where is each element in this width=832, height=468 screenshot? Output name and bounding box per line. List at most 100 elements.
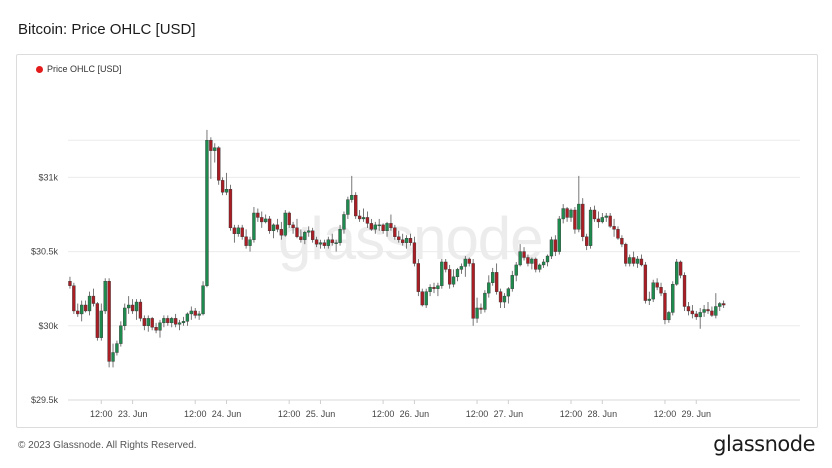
candle-body: [138, 301, 143, 319]
candle-body: [404, 238, 409, 243]
candle-body: [256, 212, 260, 218]
candle-up: [506, 287, 511, 304]
candle-up: [651, 279, 655, 303]
x-tick-label: 12:00: [90, 409, 113, 419]
candle-body: [702, 309, 706, 313]
candle-body: [694, 313, 698, 318]
candle-body: [565, 208, 569, 218]
candle-up: [557, 215, 561, 255]
candle-body: [314, 239, 319, 245]
candle-body: [428, 287, 432, 292]
candle-body: [538, 264, 542, 270]
candle-body: [244, 236, 248, 246]
candle-body: [217, 147, 221, 181]
candle-body: [506, 288, 511, 297]
candle-down: [209, 137, 213, 179]
chart-legend[interactable]: Price OHLC [USD]: [36, 64, 122, 74]
candle-up: [463, 256, 467, 277]
candle-body: [608, 215, 612, 227]
candle-up: [197, 310, 201, 320]
candle-body: [201, 285, 205, 315]
candle-down: [584, 233, 589, 251]
candle-up: [514, 261, 518, 282]
candle-down: [150, 316, 154, 331]
candle-body: [287, 212, 291, 226]
candle-body: [338, 229, 342, 243]
candle-up: [475, 297, 479, 323]
candle-down: [138, 299, 143, 322]
candle-down: [310, 227, 315, 243]
candle-body: [115, 343, 119, 353]
candle-down: [193, 307, 197, 319]
x-tick-label: 23. Jun: [118, 409, 148, 419]
candle-down: [581, 198, 585, 242]
candle-up: [600, 212, 604, 224]
candle-down: [369, 218, 374, 231]
candle-body: [502, 295, 507, 303]
candle-body: [91, 295, 96, 304]
candle-body: [718, 303, 722, 307]
candles: [68, 129, 726, 368]
candle-up: [181, 316, 186, 326]
candle-down: [314, 236, 319, 248]
candle-down: [256, 208, 260, 222]
candle-body: [389, 223, 393, 229]
candle-body: [103, 281, 107, 312]
candle-down: [690, 305, 695, 319]
candle-body: [393, 227, 397, 237]
y-axis: $29.5k $30k $30.5k $31k: [31, 172, 59, 405]
candle-down: [573, 207, 577, 234]
candle-body: [119, 325, 123, 344]
candle-down: [553, 235, 558, 257]
candle-body: [545, 255, 550, 263]
candle-up: [318, 239, 323, 249]
candle-body: [197, 313, 201, 316]
candle-down: [639, 254, 644, 267]
candle-up: [718, 302, 722, 311]
candle-up: [373, 221, 377, 234]
candle-up: [635, 256, 640, 268]
candle-up: [577, 175, 581, 233]
candle-up: [127, 296, 131, 314]
candle-body: [494, 272, 499, 292]
candle-body: [193, 310, 197, 316]
candle-body: [639, 258, 644, 266]
candle-body: [271, 224, 276, 232]
candle-up: [377, 218, 381, 231]
candle-down: [682, 272, 687, 311]
candle-body: [385, 223, 389, 232]
candle-body: [170, 318, 174, 324]
candle-body: [498, 291, 503, 303]
candle-body: [510, 275, 514, 289]
candle-body: [675, 261, 679, 285]
x-tick-label: 25. Jun: [306, 409, 336, 419]
candle-down: [416, 259, 421, 297]
candle-body: [467, 258, 471, 264]
glassnode-logo[interactable]: glassnode: [713, 432, 815, 456]
candle-down: [291, 221, 295, 234]
candle-up: [248, 236, 252, 252]
candle-body: [541, 261, 546, 266]
candle-body: [698, 312, 702, 318]
candle-up: [385, 221, 389, 237]
candle-body: [553, 239, 558, 252]
y-tick-label: $30.5k: [31, 247, 59, 257]
copyright-footer: © 2023 Glassnode. All Rights Reserved.: [18, 440, 197, 451]
candle-body: [686, 306, 691, 312]
candle-body: [671, 284, 675, 313]
candle-up: [303, 230, 307, 245]
candle-body: [432, 287, 436, 289]
candle-down: [354, 192, 358, 219]
candle-body: [220, 180, 225, 193]
candle-down: [389, 214, 393, 231]
candle-up: [436, 282, 440, 297]
candle-up: [698, 307, 702, 329]
candle-up: [162, 315, 166, 328]
candle-down: [659, 282, 663, 297]
y-tick-label: $29.5k: [31, 395, 59, 405]
x-tick-label: 24. Jun: [212, 409, 242, 419]
candle-body: [181, 321, 186, 324]
candle-down: [173, 313, 178, 328]
candle-body: [475, 307, 479, 319]
candle-up: [588, 207, 593, 249]
